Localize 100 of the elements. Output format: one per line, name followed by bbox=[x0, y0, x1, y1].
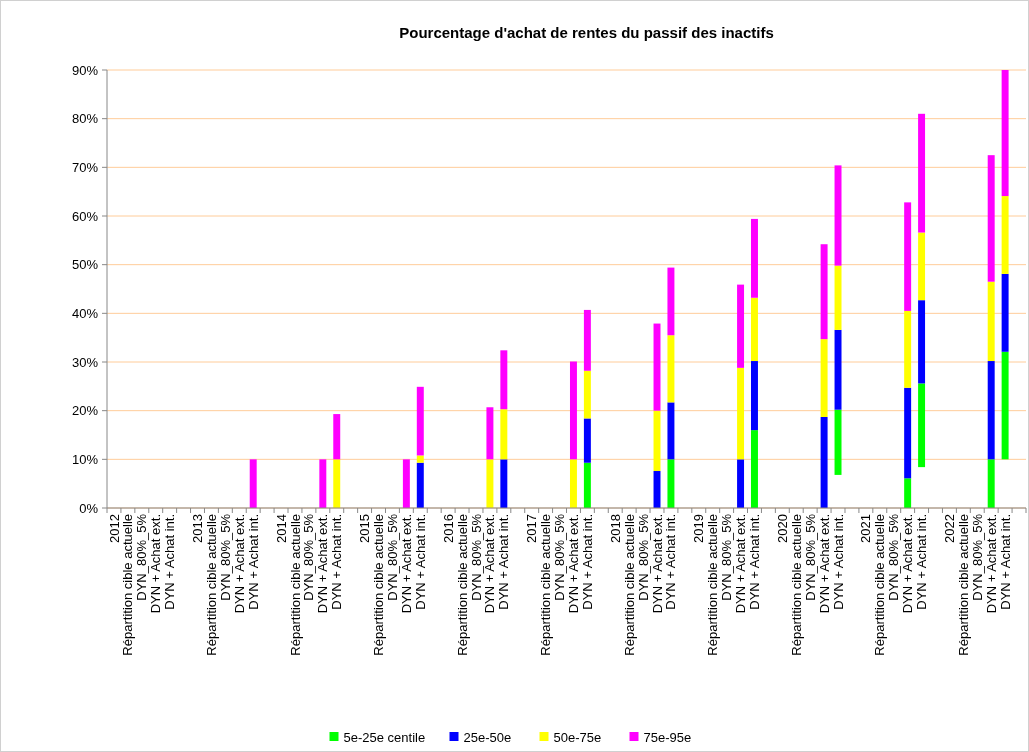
x-tick-label: 2019 bbox=[691, 514, 707, 543]
x-tick-label: 2018 bbox=[607, 514, 623, 543]
bar bbox=[1001, 351, 1009, 460]
x-tick-label: DYN + Achat ext. bbox=[733, 514, 749, 614]
bar bbox=[751, 430, 758, 508]
bar bbox=[737, 459, 745, 508]
x-tick-label: DYN + Achat int. bbox=[997, 514, 1013, 610]
x-tick-label: DYN + Achat ext. bbox=[148, 514, 164, 614]
bar bbox=[583, 370, 591, 419]
bar bbox=[904, 202, 912, 311]
x-tick-label: DYN_80%_5% bbox=[134, 513, 150, 601]
bar bbox=[569, 459, 577, 508]
chart-title: Pourcentage d'achat de rentes du passif des inactifs bbox=[399, 24, 774, 41]
x-tick-label: DYN + Achat ext. bbox=[315, 514, 331, 614]
bar bbox=[737, 284, 745, 368]
x-tick-label: 2012 bbox=[106, 514, 122, 543]
bar bbox=[751, 297, 758, 362]
bar bbox=[667, 335, 675, 403]
bar bbox=[667, 402, 675, 460]
x-tick-label: DYN + Achat int. bbox=[747, 514, 763, 610]
y-tick-label: 90% bbox=[71, 62, 99, 78]
x-tick-label: 2015 bbox=[357, 514, 373, 543]
bar bbox=[751, 361, 758, 431]
x-tick-label: Répartition cible actuelle bbox=[788, 514, 804, 656]
x-tick-label: DYN_80%_5% bbox=[635, 513, 651, 601]
x-tick-label: DYN_80%_5% bbox=[385, 513, 400, 601]
x-tick-label: Répartition cible actuelle bbox=[287, 514, 303, 656]
bar bbox=[987, 361, 995, 460]
bar bbox=[249, 459, 257, 508]
bar bbox=[820, 339, 828, 417]
x-tick-label: Répartition cible actuelle bbox=[955, 514, 971, 656]
x-tick-label: DYN + Achat ext. bbox=[566, 514, 582, 614]
bar bbox=[987, 459, 995, 508]
legend-label: 5e-25e centile bbox=[343, 729, 426, 745]
x-tick-label: DYN + Achat int. bbox=[579, 514, 595, 610]
bar bbox=[416, 386, 424, 456]
x-tick-label: Répartition cible actuelle bbox=[538, 514, 554, 656]
bar bbox=[667, 267, 675, 336]
bar bbox=[319, 459, 327, 508]
x-tick-label: DYN_80%_5% bbox=[802, 513, 818, 601]
bar bbox=[486, 459, 494, 508]
x-tick-label: DYN + Achat ext. bbox=[816, 514, 832, 614]
bar bbox=[333, 414, 341, 460]
x-tick-label: DYN_80%_5% bbox=[552, 513, 568, 601]
legend-label: 25e-50e bbox=[463, 729, 512, 745]
y-tick-label: 80% bbox=[71, 111, 99, 127]
x-tick-label: DYN_80%_5% bbox=[468, 513, 484, 601]
x-tick-label: 2014 bbox=[273, 514, 289, 543]
bar bbox=[500, 409, 508, 460]
bar bbox=[820, 416, 828, 508]
x-tick-label: DYN + Achat ext. bbox=[900, 514, 916, 614]
x-tick-label: DYN + Achat ext. bbox=[983, 514, 999, 614]
x-tick-label: 2017 bbox=[524, 514, 540, 543]
x-tick-label: DYN_80%_5% bbox=[969, 513, 985, 601]
x-tick-label: DYN + Achat ext. bbox=[398, 514, 414, 614]
x-tick-label: DYN + Achat int. bbox=[162, 514, 178, 610]
y-tick-label: 60% bbox=[71, 208, 99, 224]
x-tick-label: Répartition cible actuelle bbox=[371, 514, 387, 656]
bar bbox=[402, 459, 410, 508]
x-tick-label: 2022 bbox=[941, 514, 957, 543]
bar bbox=[737, 367, 745, 460]
x-tick-label: DYN + Achat ext. bbox=[482, 514, 498, 614]
bar bbox=[583, 418, 591, 463]
bar bbox=[583, 462, 591, 508]
x-tick-label: Répartition cible actuelle bbox=[705, 514, 721, 656]
x-tick-label: 2020 bbox=[774, 514, 790, 543]
bar bbox=[569, 361, 577, 460]
bar bbox=[667, 459, 675, 508]
bar bbox=[904, 387, 912, 479]
bar bbox=[904, 478, 912, 508]
x-tick-label: DYN + Achat int. bbox=[914, 514, 930, 610]
y-tick-label: 70% bbox=[71, 159, 99, 175]
bar bbox=[904, 310, 912, 388]
x-tick-label: DYN + Achat ext. bbox=[649, 514, 665, 614]
x-tick-label: Répartition cible actuelle bbox=[872, 514, 888, 656]
y-tick-label: 50% bbox=[71, 257, 99, 273]
bar bbox=[500, 350, 508, 410]
x-tick-label: Répartition cible actuelle bbox=[454, 514, 470, 656]
x-tick-label: DYN + Achat int. bbox=[830, 514, 846, 610]
bar bbox=[333, 459, 341, 508]
x-tick-label: DYN + Achat int. bbox=[329, 514, 345, 610]
x-tick-label: 2016 bbox=[440, 514, 456, 543]
x-tick-label: Répartition cible actuelle bbox=[621, 514, 637, 656]
x-tick-label: DYN_80%_5% bbox=[301, 513, 317, 601]
bar bbox=[987, 281, 995, 362]
x-tick-label: DYN_80%_5% bbox=[719, 513, 735, 601]
x-tick-label: 2021 bbox=[858, 514, 874, 543]
bar bbox=[416, 455, 424, 463]
bar bbox=[918, 383, 926, 468]
y-tick-label: 30% bbox=[71, 354, 99, 370]
legend-label: 50e-75e bbox=[553, 729, 602, 745]
x-tick-label: DYN + Achat ext. bbox=[231, 514, 247, 614]
bar bbox=[486, 407, 494, 460]
bar bbox=[834, 409, 842, 475]
x-tick-label: DYN + Achat int. bbox=[663, 514, 679, 610]
bar bbox=[987, 155, 995, 282]
y-tick-label: 10% bbox=[71, 451, 99, 467]
x-tick-label: Répartition cible actuelle bbox=[120, 514, 136, 656]
bar bbox=[751, 218, 758, 298]
bar bbox=[583, 309, 591, 371]
